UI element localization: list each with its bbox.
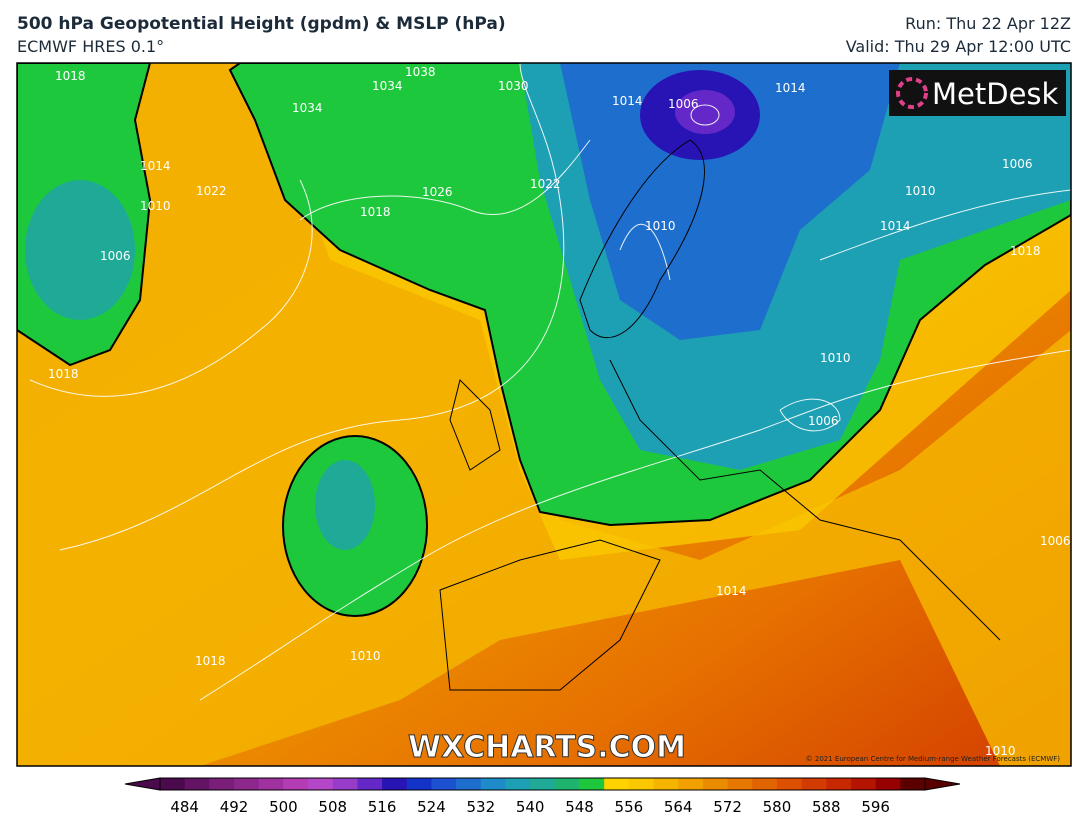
colorbar-tick-label: 580	[763, 798, 792, 816]
isobar-label: 1030	[498, 79, 529, 93]
colorbar-segment	[900, 778, 926, 790]
logo-box	[889, 70, 1066, 116]
isobar-label: 1010	[820, 351, 851, 365]
colorbar-segment	[184, 778, 210, 790]
colorbar-segment	[579, 778, 605, 790]
colorbar-tick-label: 540	[516, 798, 545, 816]
isobar-label: 1014	[716, 584, 747, 598]
isobar-label: 1038	[405, 65, 436, 79]
isobar-label: 1006	[668, 97, 699, 111]
isobar-label: 1006	[1002, 157, 1033, 171]
colorbar-tick-label: 548	[565, 798, 594, 816]
isobar-label: 1018	[48, 367, 79, 381]
isobar-label: 1018	[360, 205, 391, 219]
colorbar-segment	[678, 778, 704, 790]
colorbar-segment	[628, 778, 655, 790]
logo-icon	[896, 77, 928, 109]
colorbar-extend-low	[124, 777, 161, 791]
colorbar-segment	[727, 778, 753, 790]
isobar-label: 1006	[808, 414, 839, 428]
colorbar-segment	[752, 778, 778, 790]
colorbar-segment	[530, 778, 556, 790]
title: 500 hPa Geopotential Height (gpdm) & MSL…	[17, 14, 506, 34]
colorbar-segment	[801, 778, 827, 790]
isobar-label: 1006	[1040, 534, 1071, 548]
isobar-label: 1014	[140, 159, 171, 173]
colorbar-segment	[456, 778, 482, 790]
isobar-label: 1034	[372, 79, 403, 93]
colorbar-frame	[159, 777, 926, 791]
run-time: Run: Thu 22 Apr 12Z	[905, 14, 1071, 33]
colorbar-tick-label: 596	[861, 798, 890, 816]
colorbar-segment	[875, 778, 901, 790]
colorbar-tick-label: 564	[664, 798, 693, 816]
isobar-label: 1006	[100, 249, 131, 263]
isobar-label: 1010	[350, 649, 381, 663]
colorbar-segment	[702, 778, 729, 790]
colorbar-tick-label: 572	[713, 798, 742, 816]
colorbar-segment	[826, 778, 852, 790]
colorbar-tick-label: 492	[220, 798, 249, 816]
copyright: © 2021 European Centre for Medium-range …	[806, 755, 1061, 763]
watermark: WXCHARTS.COM	[408, 730, 686, 765]
colorbar-segment	[209, 778, 235, 790]
isobar-labels: 1018 1014 1010 1006 1022 1034 1034 1038 …	[48, 65, 1071, 758]
colorbar-segment	[258, 778, 284, 790]
colorbar-tick-label: 516	[368, 798, 397, 816]
isobar-label: 1018	[1010, 244, 1041, 258]
colorbar-segment	[505, 778, 531, 790]
colorbar-segment	[850, 778, 877, 790]
colorbar-segment	[480, 778, 506, 790]
colorbar-segment	[431, 778, 457, 790]
colorbar-tick-label: 556	[615, 798, 644, 816]
subtitle: ECMWF HRES 0.1°	[17, 37, 165, 56]
colorbar-tick-label: 500	[269, 798, 298, 816]
colorbar-tick-label: 524	[417, 798, 446, 816]
isobar-label: 1014	[880, 219, 911, 233]
colorbar-segment	[160, 778, 186, 790]
colorbar-segment	[357, 778, 383, 790]
isobar-label: 1014	[612, 94, 643, 108]
isobar-label: 1022	[196, 184, 227, 198]
colorbar-segment	[604, 778, 630, 790]
colorbar-segment	[283, 778, 309, 790]
logo: MetDesk	[932, 77, 1059, 111]
isobar-label: 1018	[55, 69, 86, 83]
isobar-label: 1018	[195, 654, 226, 668]
colorbar-segment	[653, 778, 679, 790]
isobar-label: 1010	[905, 184, 936, 198]
colorbar-tick-label: 508	[318, 798, 347, 816]
colorbar: 484 492 500 508 516 524 532 540 548 556 564 572 580 5…	[124, 777, 961, 816]
colorbar-tick-label: 532	[466, 798, 495, 816]
colorbar-segment	[406, 778, 432, 790]
isobar-label: 1034	[292, 101, 323, 115]
colorbar-segment	[382, 778, 408, 790]
isobar-label: 1022	[530, 177, 561, 191]
isobar-label: 1026	[422, 185, 453, 199]
colorbar-segment	[776, 778, 803, 790]
colorbar-segment	[308, 778, 334, 790]
colorbar-segment	[234, 778, 260, 790]
isobar-label: 1010	[645, 219, 676, 233]
colorbar-segment	[554, 778, 581, 790]
colorbar-segment	[332, 778, 358, 790]
valid-time: Valid: Thu 29 Apr 12:00 UTC	[845, 37, 1071, 56]
isobar-label: 1010	[140, 199, 171, 213]
map-fields	[17, 63, 1071, 766]
colorbar-extend-high	[924, 777, 961, 791]
isobar-label: 1010	[985, 744, 1016, 758]
isobar-label: 1014	[775, 81, 806, 95]
colorbar-tick-label: 588	[812, 798, 841, 816]
colorbar-tick-label: 484	[170, 798, 199, 816]
